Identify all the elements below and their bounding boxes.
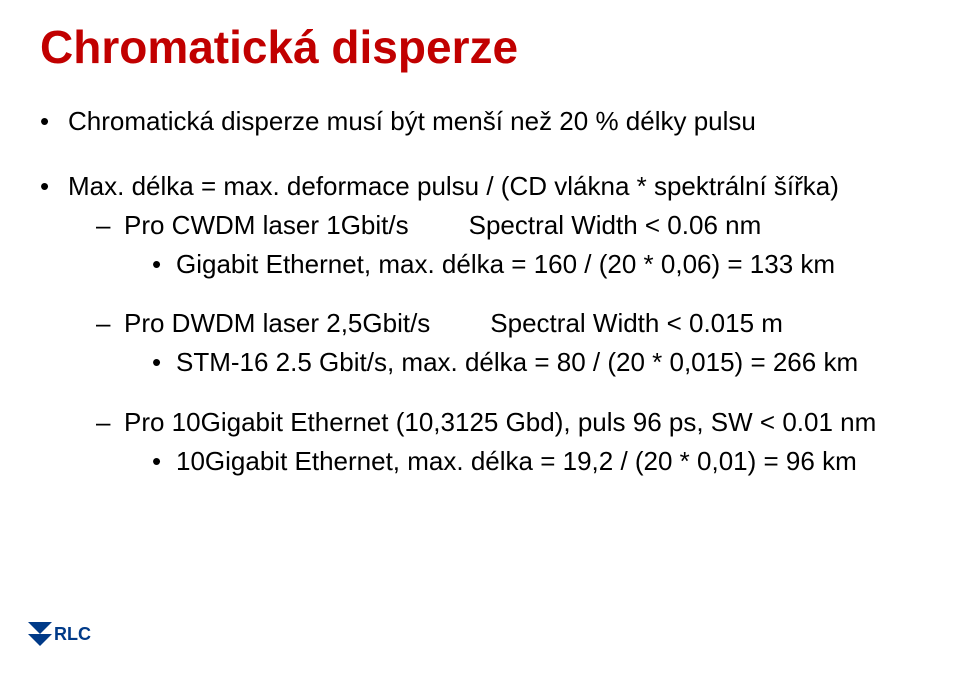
sub-10g-calc-text: 10Gigabit Ethernet, max. délka = 19,2 / … xyxy=(176,446,857,476)
logo-text: RLC xyxy=(54,624,91,644)
sub-cwdm-calc-text: Gigabit Ethernet, max. délka = 160 / (20… xyxy=(176,249,835,279)
sub-dwdm-calc: STM-16 2.5 Gbit/s, max. délka = 80 / (20… xyxy=(152,345,920,380)
slide: { "title": { "text": "Chromatická disper… xyxy=(0,0,960,677)
slide-content: Chromatická disperze musí být menší než … xyxy=(40,104,920,479)
bullet-2: Max. délka = max. deformace pulsu / (CD … xyxy=(40,169,920,479)
sub-cwdm-calc: Gigabit Ethernet, max. délka = 160 / (20… xyxy=(152,247,920,282)
logo-chevron-2 xyxy=(28,634,52,646)
sub-cwdm-left: Pro CWDM laser 1Gbit/s xyxy=(124,208,409,243)
sub-cwdm: Pro CWDM laser 1Gbit/s Spectral Width < … xyxy=(96,208,920,282)
slide-title: Chromatická disperze xyxy=(40,20,920,74)
sub-cwdm-right: Spectral Width < 0.06 nm xyxy=(469,208,762,243)
sub-dwdm-left: Pro DWDM laser 2,5Gbit/s xyxy=(124,306,430,341)
sub-dwdm: Pro DWDM laser 2,5Gbit/s Spectral Width … xyxy=(96,306,920,380)
sub-dwdm-calc-text: STM-16 2.5 Gbit/s, max. délka = 80 / (20… xyxy=(176,347,858,377)
sub-10g: Pro 10Gigabit Ethernet (10,3125 Gbd), pu… xyxy=(96,405,920,479)
bullet-2-text: Max. délka = max. deformace pulsu / (CD … xyxy=(68,171,839,201)
sub-dwdm-right: Spectral Width < 0.015 m xyxy=(490,306,783,341)
sub-10g-text: Pro 10Gigabit Ethernet (10,3125 Gbd), pu… xyxy=(124,407,876,437)
logo-chevron-1 xyxy=(28,622,52,634)
sub-10g-calc: 10Gigabit Ethernet, max. délka = 19,2 / … xyxy=(152,444,920,479)
bullet-1: Chromatická disperze musí být menší než … xyxy=(40,104,920,139)
logo-icon: RLC xyxy=(28,604,98,654)
bullet-1-text: Chromatická disperze musí být menší než … xyxy=(68,106,756,136)
logo: RLC xyxy=(28,604,98,659)
